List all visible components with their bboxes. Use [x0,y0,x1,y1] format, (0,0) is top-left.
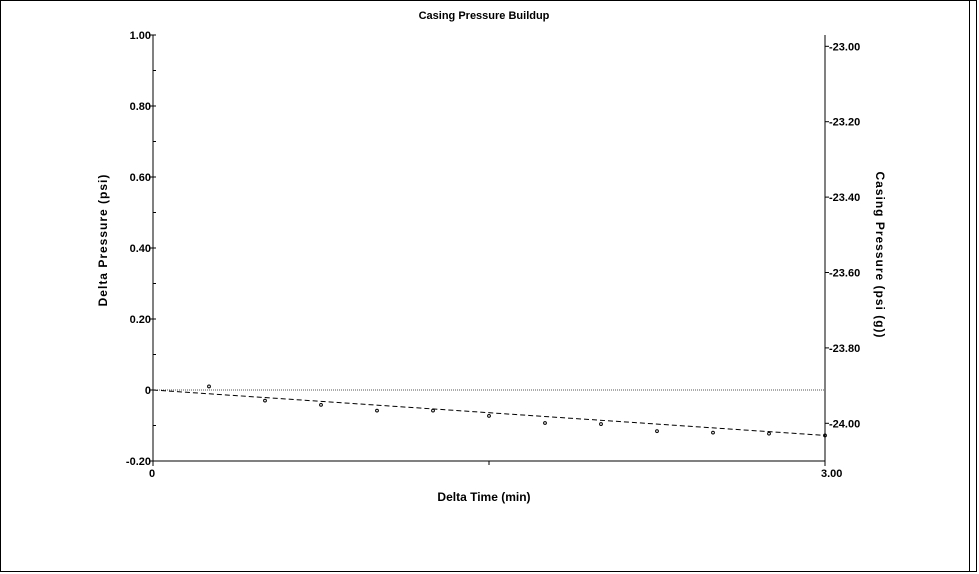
y-tick-label: 0 [145,385,151,397]
data-point [431,408,435,413]
data-point [207,384,211,389]
y2-tick-label: -23.60 [829,268,860,280]
data-point [375,408,379,413]
y2-tick-label: -24.00 [829,418,860,430]
x-tick-label: 0 [149,468,155,480]
trend-line [152,389,826,436]
data-point [655,429,659,434]
y2-tick-label: -23.40 [829,192,860,204]
y-tick-label: 0.60 [130,172,151,184]
x-tick-label: 3.00 [821,468,842,480]
left-axis-ticks: 1.00 0.80 0.60 0.40 0.20 0 -0.20 [126,30,156,468]
y-axis-title: Delta Pressure (psi) [96,174,110,307]
chart-title: Casing Pressure Buildup [419,10,550,22]
y-tick-label: 0.40 [130,243,151,255]
y-tick-label: 0.80 [130,101,151,113]
data-point [487,414,491,418]
x-axis-title: Delta Time (min) [437,490,530,504]
y-tick-label: 1.00 [130,30,151,42]
data-point [599,422,603,426]
data-point [711,430,715,435]
data-point [263,398,267,403]
data-point [319,403,323,407]
y2-tick-label: -23.20 [829,117,860,129]
data-point [767,431,771,436]
data-point [543,421,547,425]
y2-axis-title: Casing Pressure (psi (g)) [873,171,887,338]
y2-tick-label: -23.80 [829,343,860,355]
bottom-axis-ticks: 0 3.00 [149,461,842,480]
y-tick-label: 0.20 [130,314,151,326]
y2-tick-label: -23.00 [829,41,860,53]
plot-area [152,384,827,438]
right-axis-ticks: -23.00 -23.20 -23.40 -23.60 -23.80 -24.00 [825,41,860,430]
y-tick-label: -0.20 [126,456,151,468]
